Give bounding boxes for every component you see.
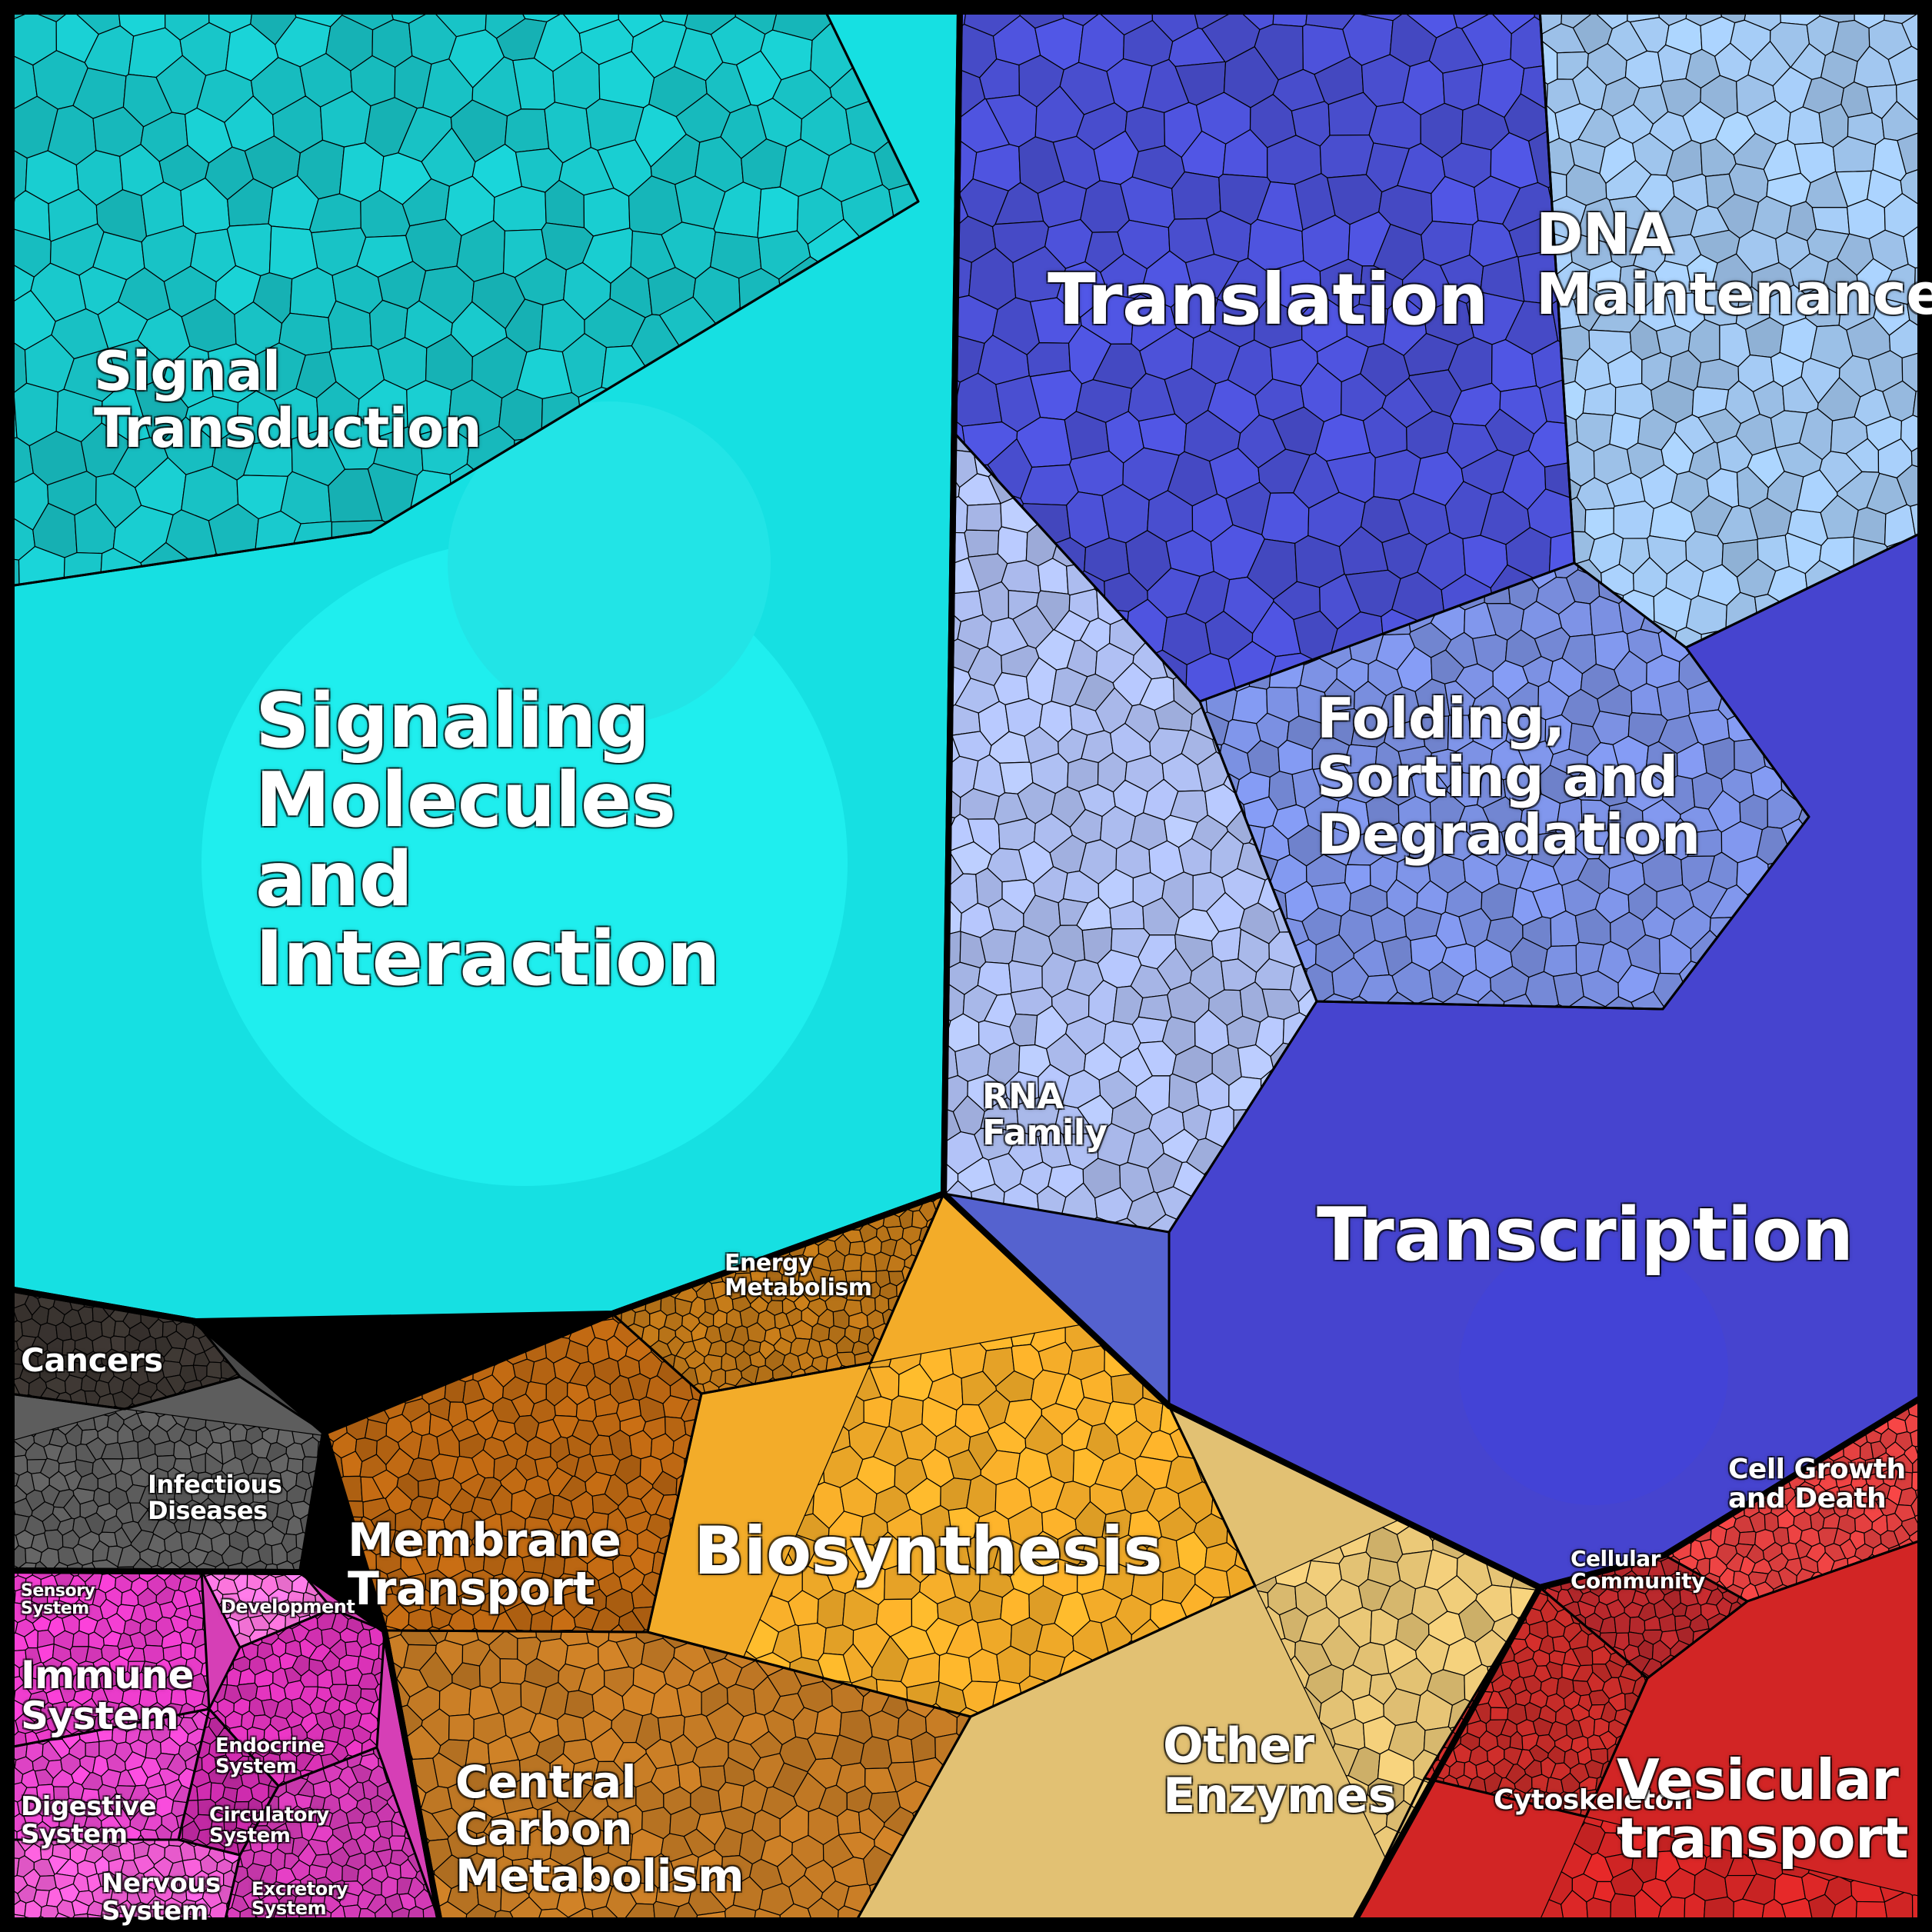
voronoi-treemap: Signal TransductionSignaling Molecules a… — [0, 0, 1932, 1932]
treemap-svg — [9, 9, 1923, 1923]
